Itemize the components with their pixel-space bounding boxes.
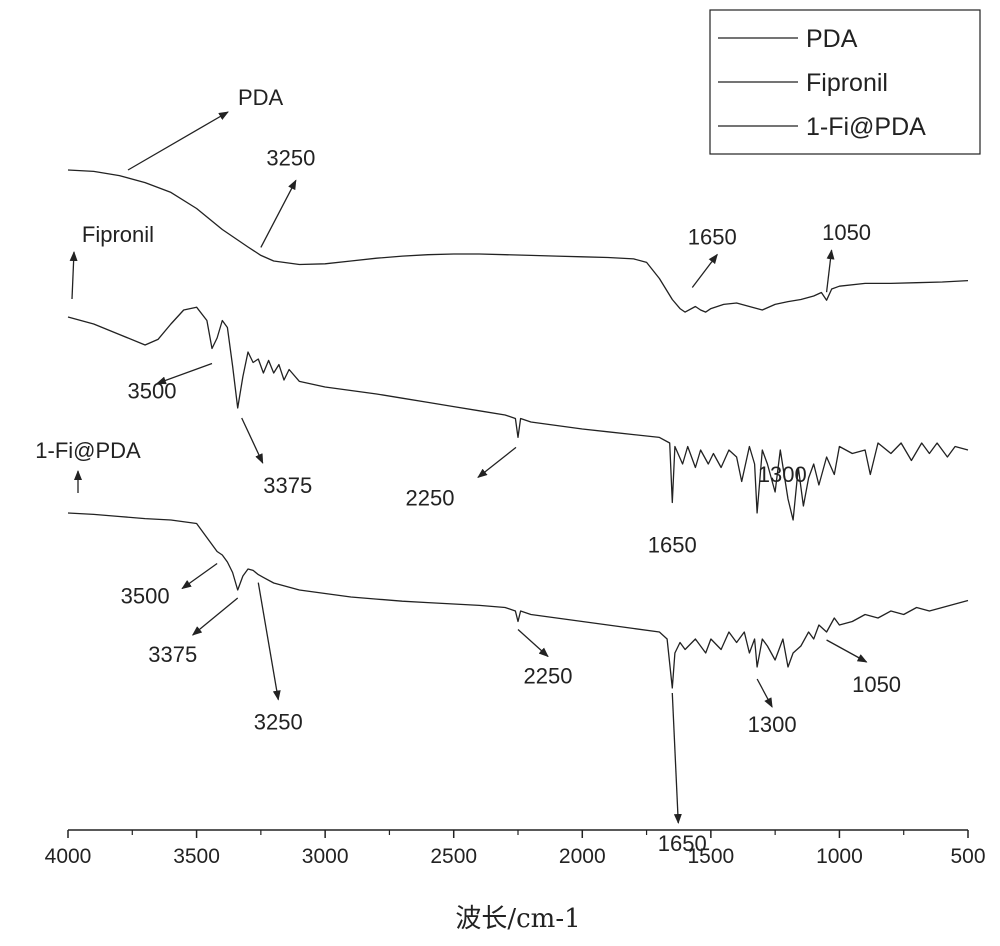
annotation-label: 1-Fi@PDA xyxy=(35,438,141,463)
annotation-arrow xyxy=(191,597,239,636)
annotation: 3250 xyxy=(254,582,303,735)
annotation-arrow xyxy=(69,251,78,300)
annotation-label: PDA xyxy=(238,85,284,110)
x-tick-label: 2500 xyxy=(430,845,477,868)
annotation-arrow xyxy=(691,253,718,288)
annotation-label: 3500 xyxy=(121,584,170,609)
annotation-label: 1050 xyxy=(852,672,901,697)
annotation-arrow xyxy=(826,639,868,663)
annotation-label: 3375 xyxy=(148,642,197,667)
annotation-label: 3250 xyxy=(254,710,303,735)
x-tick-label: 500 xyxy=(950,845,985,868)
x-tick-label: 3000 xyxy=(302,845,349,868)
legend-entry: 1-Fi@PDA xyxy=(806,113,926,141)
annotation-arrow xyxy=(127,111,229,171)
annotation-label: 1300 xyxy=(748,712,797,737)
annotation-arrow xyxy=(260,179,297,248)
annotation: 1-Fi@PDA xyxy=(35,438,141,493)
annotation: 2250 xyxy=(406,446,517,510)
annotation-label: 1050 xyxy=(822,220,871,245)
annotation-label: Fipronil xyxy=(82,222,154,247)
annotation: 3500 xyxy=(121,562,218,609)
annotation-label: 3375 xyxy=(263,473,312,498)
annotation: 1300 xyxy=(758,462,807,487)
x-tick-label: 3500 xyxy=(173,845,220,868)
annotation: 3500 xyxy=(128,362,213,404)
x-axis: 4000 3500 3000 2500 2000 1500 1000 500 波长/cm-1 xyxy=(45,829,986,934)
annotation: 1650 xyxy=(658,692,707,856)
x-tick-label: 4000 xyxy=(45,845,92,868)
annotation-label: 2250 xyxy=(524,664,573,689)
series-layer xyxy=(67,169,969,689)
annotation-label: 1650 xyxy=(658,831,707,856)
annotation: 1050 xyxy=(822,220,871,293)
annotation-arrow xyxy=(257,582,281,701)
legend-entry: PDA xyxy=(806,25,858,53)
annotation: 2250 xyxy=(517,629,573,689)
annotation: PDA xyxy=(127,85,284,171)
annotation-label: 1300 xyxy=(758,462,807,487)
annotation-label: 3250 xyxy=(266,145,315,170)
annotation-arrow xyxy=(477,446,517,479)
x-tick-label: 1500 xyxy=(687,845,734,868)
annotation-label: 3500 xyxy=(128,379,177,404)
x-tick-label: 2000 xyxy=(559,845,606,868)
legend: PDA Fipronil 1-Fi@PDA xyxy=(709,9,981,155)
x-axis-ticks: 4000 3500 3000 2500 2000 1500 1000 500 xyxy=(45,830,986,868)
series-line-3 xyxy=(67,512,969,689)
annotation-arrow xyxy=(671,692,682,824)
series-line-1 xyxy=(67,169,969,313)
annotation-label: 1650 xyxy=(688,225,737,250)
annotation: 1650 xyxy=(688,225,737,288)
annotation-arrow xyxy=(241,417,264,464)
annotation-label: 1650 xyxy=(648,533,697,558)
annotation: Fipronil xyxy=(69,222,154,300)
annotation-label: 2250 xyxy=(406,485,455,510)
series-line-2 xyxy=(67,306,969,521)
annotation: 3375 xyxy=(241,417,312,498)
annotation: 1050 xyxy=(826,639,901,697)
annotation-arrow xyxy=(181,562,218,590)
annotation: 1300 xyxy=(748,678,797,737)
annotation-arrow xyxy=(517,629,549,658)
annotation-arrow xyxy=(156,362,213,385)
annotation: 1650 xyxy=(648,533,697,558)
annotation: 3375 xyxy=(148,597,239,667)
legend-entry: Fipronil xyxy=(806,69,888,97)
annotation-layer: PDA 3250 1650 1050 Fipronil 3500 3375 2250 1650 1… xyxy=(35,85,901,856)
annotation-arrow xyxy=(756,678,773,708)
x-axis-label: 波长/cm-1 xyxy=(455,904,580,934)
annotation-arrow xyxy=(825,249,835,293)
x-tick-label: 1000 xyxy=(816,845,863,868)
annotation: 3250 xyxy=(260,145,315,248)
